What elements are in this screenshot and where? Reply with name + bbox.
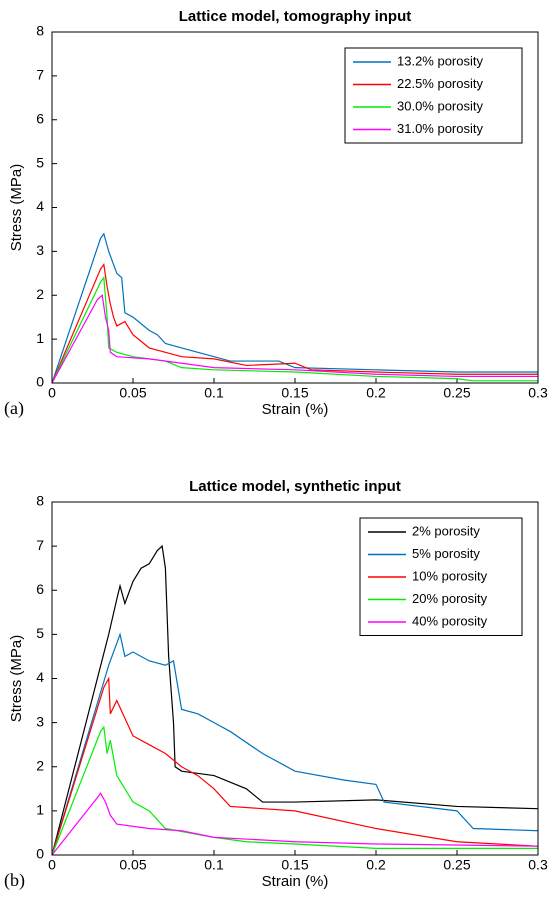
y-tick-label: 1 — [36, 802, 44, 818]
data-line — [51, 294, 538, 384]
legend-label: 22.5% porosity — [397, 76, 483, 91]
y-tick-label: 7 — [36, 67, 44, 83]
legend: 13.2% porosity 22.5% porosity 30.0% porosi… — [344, 47, 523, 144]
y-axis-label: Stress (MPa) — [8, 635, 25, 723]
y-tick-label: 7 — [36, 537, 44, 553]
x-tick-label: 0.25 — [443, 385, 470, 401]
x-tick-label: 0.1 — [204, 385, 224, 401]
chart-title: Lattice model, synthetic input — [189, 478, 401, 495]
legend-label: 13.2% porosity — [397, 53, 483, 68]
x-tick-label: 0.2 — [366, 857, 386, 873]
y-tick-label: 3 — [36, 242, 44, 258]
legend: 2% porosity 5% porosity 10% porosity 20% po… — [359, 517, 523, 636]
legend-label: 2% porosity — [412, 523, 480, 538]
y-tick-label: 2 — [36, 286, 44, 302]
x-tick-label: 0.15 — [281, 385, 308, 401]
x-tick-label: 0 — [48, 385, 56, 401]
legend-label: 10% porosity — [412, 568, 488, 583]
legend-label: 31.0% porosity — [397, 121, 483, 136]
y-tick-label: 5 — [36, 154, 44, 170]
data-line — [51, 263, 538, 384]
y-tick-label: 3 — [36, 713, 44, 729]
y-tick-label: 6 — [36, 110, 44, 126]
data-line — [51, 792, 539, 856]
y-tick-label: 5 — [36, 625, 44, 641]
axes-box — [51, 501, 539, 856]
x-tick-label: 0.2 — [366, 385, 386, 401]
legend-box — [344, 47, 523, 144]
x-tick-label: 0.3 — [528, 385, 548, 401]
legend-label: 20% porosity — [412, 591, 488, 606]
data-line — [51, 676, 539, 856]
x-tick-label: 0.3 — [528, 857, 548, 873]
y-tick-label: 8 — [36, 23, 44, 39]
x-axis-label: Strain (%) — [262, 401, 329, 418]
data-line — [51, 632, 539, 856]
panel-label: (a) — [4, 398, 24, 419]
y-tick-label: 2 — [36, 757, 44, 773]
x-tick-label: 0.1 — [204, 857, 224, 873]
x-axis-label: Strain (%) — [262, 873, 329, 890]
data-line — [51, 232, 538, 384]
x-tick-label: 0.25 — [443, 857, 470, 873]
data-line — [51, 544, 539, 856]
legend-label: 30.0% porosity — [397, 98, 483, 113]
y-tick-label: 0 — [36, 846, 44, 862]
y-tick-label: 8 — [36, 493, 44, 509]
y-tick-label: 1 — [36, 330, 44, 346]
legend-label: 40% porosity — [412, 613, 488, 628]
x-tick-label: 0 — [48, 857, 56, 873]
legend-label: 5% porosity — [412, 546, 480, 561]
y-axis-label: Stress (MPa) — [8, 164, 25, 252]
x-tick-label: 0.05 — [119, 857, 146, 873]
y-tick-label: 4 — [36, 198, 44, 214]
panel-label: (b) — [4, 870, 25, 891]
chart-title: Lattice model, tomography input — [179, 8, 412, 25]
y-tick-label: 4 — [36, 669, 44, 685]
y-tick-label: 0 — [36, 374, 44, 390]
x-tick-label: 0.05 — [119, 385, 146, 401]
x-tick-label: 0.15 — [281, 857, 308, 873]
axes-box — [51, 31, 539, 384]
data-line — [51, 725, 538, 856]
y-tick-label: 6 — [36, 581, 44, 597]
